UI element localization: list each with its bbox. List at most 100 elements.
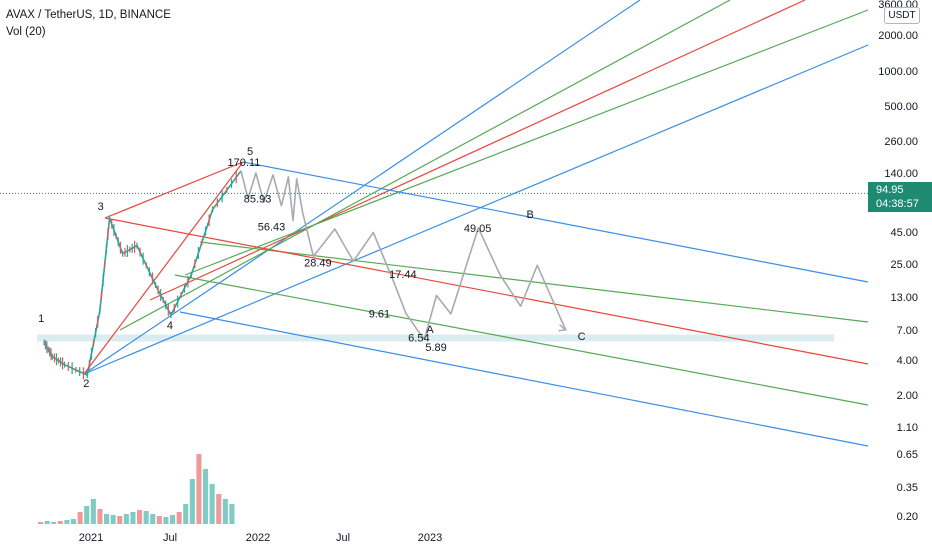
fork-down-red-median <box>104 217 869 365</box>
fork-handle-bottom <box>83 161 244 375</box>
fork-down-green-1 <box>199 241 869 323</box>
price-tick-label: 500.00 <box>884 101 918 113</box>
volume-bar <box>229 504 235 524</box>
projection-arrow <box>558 324 568 332</box>
volume-bar <box>163 517 169 524</box>
price-tick-label: 2.00 <box>897 390 918 402</box>
volume-bar <box>143 511 149 524</box>
fork-up-green-1 <box>119 0 731 331</box>
price-tick-label: 140.00 <box>884 168 918 180</box>
wave-label-A: A <box>426 324 434 336</box>
price-tick-label: 13.00 <box>890 292 918 304</box>
price-tick-label: 0.20 <box>897 511 918 523</box>
price-label: 170.11 <box>228 157 261 169</box>
price-tick-label: 7.00 <box>897 325 918 337</box>
projection-path <box>240 170 568 340</box>
wave-label-B: B <box>527 209 534 221</box>
price-tick-label: 25.00 <box>890 259 918 271</box>
price-label: 85.93 <box>244 194 272 206</box>
price-tick-label: 2000.00 <box>878 30 918 42</box>
volume-bar <box>90 499 96 524</box>
volume-bar <box>150 514 156 524</box>
price-tick-label: 260.00 <box>884 136 918 148</box>
fork-up-blue-bottom <box>83 44 869 375</box>
volume-bar <box>222 499 228 524</box>
price-label: 6.54 <box>408 332 429 344</box>
price-label: 49.05 <box>464 223 492 235</box>
volume-bar <box>203 469 209 524</box>
price-label: 56.43 <box>258 222 286 234</box>
volume-bar <box>57 521 63 524</box>
wave-label-C: C <box>578 331 586 343</box>
volume-bar <box>110 515 116 524</box>
price-label: 28.49 <box>304 257 332 269</box>
volume-indicator-label: Vol (20) <box>6 26 46 38</box>
volume-bar <box>38 522 44 524</box>
wave-label-4: 4 <box>167 320 173 332</box>
volume-bar <box>183 504 189 524</box>
chart-title: AVAX / TetherUS, 1D, BINANCE <box>6 9 171 21</box>
wave-labels: 1 2 3 4 5 A B C 170.11 85.93 56.43 28.49 17.44 9.61 6.… <box>0 146 868 390</box>
price-tick-label: 1.10 <box>897 422 918 434</box>
volume-bar <box>44 521 50 524</box>
support-zone <box>37 334 834 342</box>
volume-bar <box>123 514 129 524</box>
volume-bar <box>156 516 162 524</box>
fork-down-green-2 <box>174 274 869 406</box>
price-tick-label: 0.35 <box>897 482 918 494</box>
price-label: 5.89 <box>425 342 446 354</box>
volume-bar <box>104 514 110 524</box>
volume-bar <box>117 516 123 524</box>
volume-bar <box>97 509 103 524</box>
volume-bar <box>170 515 176 524</box>
price-tick-label: 1000.00 <box>878 66 918 78</box>
projection-line <box>240 170 567 340</box>
pitchfork-lines <box>83 0 869 447</box>
wave-label-2: 2 <box>83 378 89 390</box>
volume-bar <box>196 454 202 524</box>
price-axis: 3600.00 2000.00 1000.00 500.00 260.00 140.00 4… <box>868 0 932 550</box>
wave-label-5: 5 <box>247 146 253 158</box>
price-tick-label: 3600.00 <box>878 0 918 11</box>
price-tick-label: 4.00 <box>897 355 918 367</box>
last-price: 94.95 <box>876 184 904 196</box>
volume-bars <box>38 454 235 524</box>
volume-bar <box>77 512 83 524</box>
time-tick-label: Jul <box>163 532 177 544</box>
time-tick-label: 2021 <box>79 532 103 544</box>
volume-bar <box>51 522 57 524</box>
volume-bar <box>189 479 195 524</box>
price-line-history <box>43 170 242 376</box>
wave-label-3: 3 <box>98 201 104 213</box>
volume-bar <box>84 506 90 524</box>
volume-bar <box>130 512 136 524</box>
fork-up-red-median <box>149 0 806 301</box>
fork-down-blue-top <box>242 161 869 283</box>
fork-up-green-2 <box>184 9 869 276</box>
volume-bar <box>71 519 77 524</box>
time-axis: 2021 Jul 2022 Jul 2023 <box>79 532 442 544</box>
fork-down-blue-bottom <box>179 311 869 447</box>
volume-bar <box>176 512 182 524</box>
time-tick-label: 2023 <box>418 532 442 544</box>
price-label: 9.61 <box>369 308 390 320</box>
time-tick-label: 2022 <box>246 532 270 544</box>
price-label: 17.44 <box>389 269 417 281</box>
price-axis-bg <box>868 0 932 550</box>
wave-label-1: 1 <box>38 313 44 325</box>
price-tick-label: 45.00 <box>890 227 918 239</box>
support-zone-band <box>37 334 834 342</box>
volume-bar <box>64 520 70 524</box>
currency-unit-badge[interactable]: USDT <box>884 7 920 24</box>
last-price-badge: 94.95 04:38:57 <box>868 182 932 212</box>
fork-handle-top <box>104 161 244 219</box>
price-tick-label: 0.65 <box>897 449 918 461</box>
price-series <box>43 170 242 380</box>
time-tick-label: Jul <box>336 532 350 544</box>
volume-bar <box>209 484 215 524</box>
candle-countdown: 04:38:57 <box>876 198 919 210</box>
volume-bar <box>137 510 143 524</box>
fork-up-blue-top <box>83 0 641 375</box>
volume-bar <box>216 494 222 524</box>
